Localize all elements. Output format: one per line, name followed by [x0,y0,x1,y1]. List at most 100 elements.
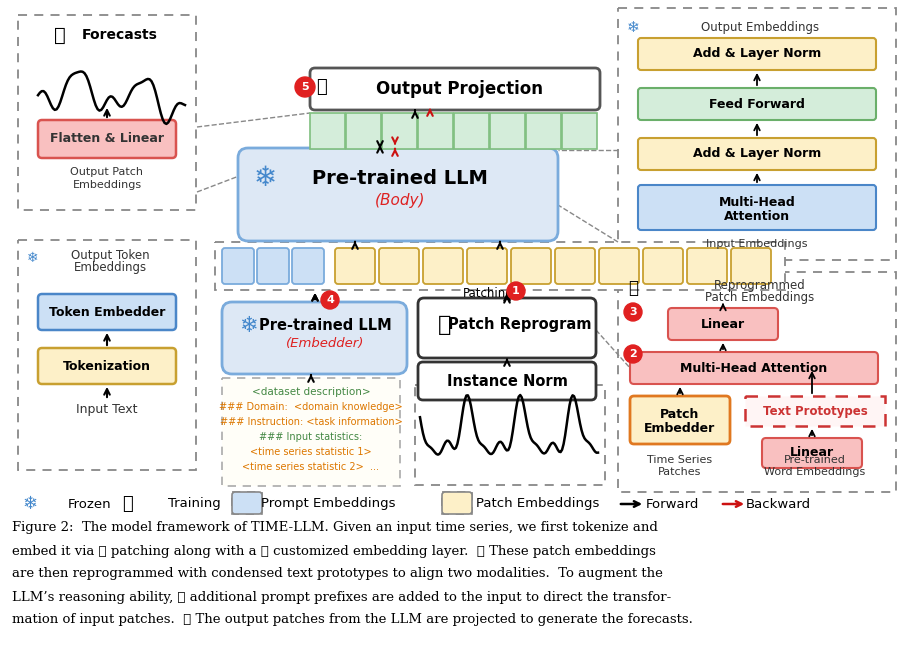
Text: Flatten & Linear: Flatten & Linear [50,133,163,145]
Text: Pre-trained LLM: Pre-trained LLM [258,317,391,333]
Text: Forward: Forward [645,498,698,510]
Bar [414,385,604,485]
FancyBboxPatch shape [638,185,875,230]
FancyBboxPatch shape [510,248,551,284]
FancyBboxPatch shape [642,248,683,284]
Circle shape [321,291,339,309]
Text: Time Series: Time Series [647,455,712,465]
Text: Embeddings: Embeddings [73,261,146,275]
FancyBboxPatch shape [638,88,875,120]
Text: ❄: ❄ [238,316,257,336]
FancyBboxPatch shape [442,492,471,514]
Text: 🔥: 🔥 [54,26,66,44]
FancyBboxPatch shape [292,248,323,284]
Text: 🔥: 🔥 [316,78,327,96]
Text: Multi-Head Attention: Multi-Head Attention [680,362,827,374]
Text: 🔥: 🔥 [628,279,638,297]
FancyBboxPatch shape [237,148,557,241]
Text: Patch Embeddings: Patch Embeddings [476,498,599,510]
Bar [215,242,784,290]
Circle shape [623,303,641,321]
Text: Instance Norm: Instance Norm [446,374,567,389]
Bar [744,396,884,426]
Text: Input Embeddings: Input Embeddings [705,239,807,249]
FancyBboxPatch shape [638,38,875,70]
Text: ❄: ❄ [253,164,276,192]
Text: Backward: Backward [745,498,810,510]
Text: Input Text: Input Text [76,403,137,416]
FancyBboxPatch shape [222,302,406,374]
FancyBboxPatch shape [629,352,877,384]
Text: Output Embeddings: Output Embeddings [700,22,818,34]
Bar [562,113,596,149]
Text: Linear: Linear [700,317,744,331]
Text: Prompt Embeddings: Prompt Embeddings [260,498,395,510]
Bar [222,378,399,486]
Text: Embedder: Embedder [644,422,715,434]
Text: 1: 1 [512,286,519,296]
Text: are then reprogrammed with condensed text prototypes to align two modalities.  T: are then reprogrammed with condensed tex… [12,568,662,581]
Text: Feed Forward: Feed Forward [708,98,804,110]
Text: Patch Reprogram: Patch Reprogram [448,317,591,333]
FancyBboxPatch shape [38,120,176,158]
Text: Patches: Patches [657,467,701,477]
Text: Figure 2:  The model framework of TIME-LLM. Given an input time series, we first: Figure 2: The model framework of TIME-LL… [12,521,657,535]
Bar [453,113,489,149]
Text: Pre-trained LLM: Pre-trained LLM [312,168,488,187]
FancyBboxPatch shape [554,248,594,284]
Bar [526,113,561,149]
Circle shape [623,345,641,363]
Text: ### Instruction: <task information>: ### Instruction: <task information> [219,417,402,427]
Circle shape [294,77,314,97]
Bar [18,15,196,210]
Text: Patch: Patch [659,407,699,420]
FancyBboxPatch shape [378,248,418,284]
Text: ### Domain:  <domain knowledge>: ### Domain: <domain knowledge> [219,402,403,412]
Text: Forecasts: Forecasts [82,28,158,42]
Text: <time series statistic 1>: <time series statistic 1> [250,447,371,457]
Text: Output Patch: Output Patch [70,167,144,177]
Bar [346,113,380,149]
Bar [618,272,895,492]
Text: LLM’s reasoning ability, ④ additional prompt prefixes are added to the input to : LLM’s reasoning ability, ④ additional pr… [12,591,671,603]
FancyBboxPatch shape [310,68,600,110]
Text: Pre-trained: Pre-trained [783,455,845,465]
FancyBboxPatch shape [256,248,289,284]
Text: ### Input statistics:: ### Input statistics: [259,432,362,442]
Text: 3: 3 [628,307,636,317]
FancyBboxPatch shape [638,138,875,170]
Text: ❄: ❄ [626,20,638,36]
Text: ❄: ❄ [23,495,38,513]
FancyBboxPatch shape [731,248,770,284]
FancyBboxPatch shape [335,248,375,284]
Bar [310,113,345,149]
Text: Output Projection: Output Projection [376,80,543,98]
Text: Output Token: Output Token [70,249,149,261]
Text: 4: 4 [326,295,333,305]
FancyBboxPatch shape [222,248,254,284]
FancyBboxPatch shape [667,308,777,340]
Circle shape [507,282,525,300]
Bar [417,113,452,149]
Text: Add & Layer Norm: Add & Layer Norm [692,147,820,160]
FancyBboxPatch shape [38,294,176,330]
Text: embed it via ① patching along with a ② customized embedding layer.  ③ These patc: embed it via ① patching along with a ② c… [12,544,656,558]
FancyBboxPatch shape [417,362,595,400]
Text: 🔥: 🔥 [438,315,452,335]
Text: (Body): (Body) [375,193,424,207]
Text: <dataset description>: <dataset description> [251,387,370,397]
Bar [442,492,471,514]
Bar [232,492,262,514]
Text: (Embedder): (Embedder) [285,337,364,350]
Text: Multi-Head: Multi-Head [718,195,795,209]
Text: Tokenization: Tokenization [63,360,151,372]
Bar [18,240,196,470]
Text: 🔥: 🔥 [123,495,134,513]
Text: Linear: Linear [789,447,833,459]
Bar [618,8,895,260]
FancyBboxPatch shape [629,396,730,444]
FancyBboxPatch shape [232,492,262,514]
Bar [382,113,416,149]
Text: Token Embedder: Token Embedder [49,306,165,319]
Text: Patching: Patching [462,288,513,300]
